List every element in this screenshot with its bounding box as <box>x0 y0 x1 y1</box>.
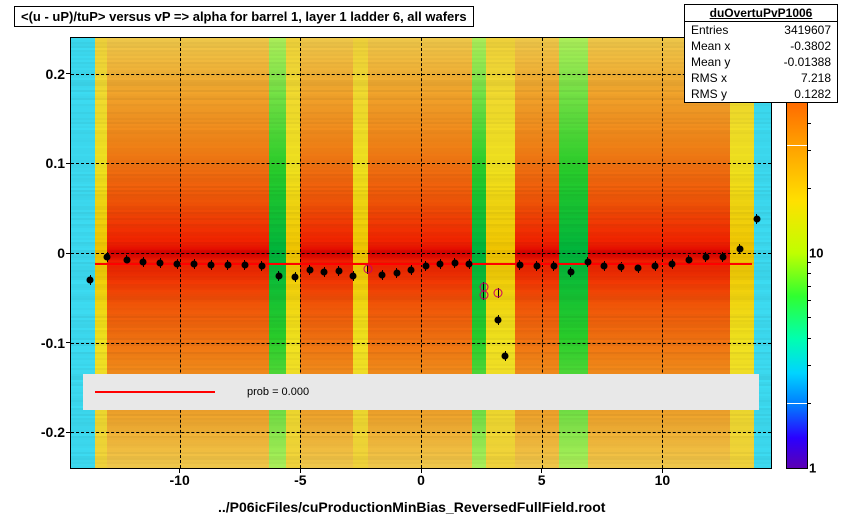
palette-minor-tick <box>807 317 811 318</box>
palette-minor-tick <box>807 273 811 274</box>
profile-point <box>601 262 608 269</box>
stats-name: duOvertuPvP1006 <box>685 5 837 22</box>
palette-segment <box>787 339 807 373</box>
palette-segment <box>787 201 807 253</box>
profile-point <box>292 274 299 281</box>
palette-minor-tick <box>807 188 811 189</box>
palette-minor-tick <box>807 150 811 151</box>
y-tick <box>66 73 71 74</box>
profile-point <box>618 264 625 271</box>
palette-segment <box>787 438 807 468</box>
palette-tick-label: 1 <box>809 461 816 476</box>
profile-point <box>191 260 198 267</box>
palette-segment <box>787 253 807 296</box>
profile-point <box>306 267 313 274</box>
profile-point <box>516 261 523 268</box>
profile-point <box>379 271 386 278</box>
x-tick <box>662 468 663 473</box>
y-tick-label: -0.2 <box>41 424 65 440</box>
profile-point <box>422 262 429 269</box>
palette-segment <box>787 296 807 339</box>
x-tick-label: -10 <box>169 472 189 488</box>
profile-point <box>87 276 94 283</box>
profile-point <box>123 257 130 264</box>
y-tick <box>66 163 71 164</box>
x-tick-label: 0 <box>417 472 425 488</box>
y-tick-label: 0 <box>57 245 65 261</box>
stats-box: duOvertuPvP1006 Entries3419607Mean x-0.3… <box>684 4 838 103</box>
profile-point <box>584 258 591 265</box>
profile-point <box>241 261 248 268</box>
profile-point <box>350 273 357 280</box>
x-tick-label: 10 <box>655 472 671 488</box>
profile-point <box>736 246 743 253</box>
profile-point <box>479 291 488 300</box>
profile-point <box>437 260 444 267</box>
stats-row: Mean x-0.3802 <box>685 38 837 54</box>
profile-point <box>104 254 111 261</box>
plot-area: -0.2-0.100.10.2-10-50510prob = 0.000 <box>70 37 772 469</box>
profile-point <box>275 273 282 280</box>
x-tick <box>300 468 301 473</box>
profile-point <box>494 289 503 298</box>
x-tick-label: 5 <box>538 472 546 488</box>
profile-point <box>408 267 415 274</box>
stats-row: RMS y0.1282 <box>685 86 837 102</box>
palette-minor-tick <box>807 338 811 339</box>
profile-point <box>224 261 231 268</box>
palette-minor-tick <box>807 123 811 124</box>
palette-segment <box>787 373 807 403</box>
y-tick-label: 0.1 <box>46 155 65 171</box>
palette-segment <box>787 404 807 438</box>
y-tick <box>66 432 71 433</box>
profile-point <box>157 259 164 266</box>
palette-minor-tick <box>807 262 811 263</box>
x-tick <box>541 468 542 473</box>
x-tick <box>179 468 180 473</box>
footer-path: ../P06icFiles/cuProductionMinBias_Revers… <box>218 499 605 515</box>
profile-point <box>208 261 215 268</box>
palette-minor-tick <box>807 365 811 366</box>
profile-point <box>652 262 659 269</box>
palette-minor-tick <box>807 300 811 301</box>
palette-tick-label: 10 <box>809 246 823 261</box>
profile-point <box>466 260 473 267</box>
profile-point <box>702 253 709 260</box>
y-tick-label: -0.1 <box>41 335 65 351</box>
plot-title: <(u - uP)/tuP> versus vP => alpha for ba… <box>14 6 474 27</box>
profile-point <box>635 265 642 272</box>
x-tick <box>421 468 422 473</box>
palette-minor-tick <box>807 286 811 287</box>
y-tick <box>66 342 71 343</box>
profile-point <box>321 268 328 275</box>
x-tick-label: -5 <box>294 472 306 488</box>
profile-point <box>451 259 458 266</box>
profile-point <box>567 268 574 275</box>
profile-point <box>719 254 726 261</box>
profile-point <box>140 258 147 265</box>
profile-point <box>495 317 502 324</box>
profile-point <box>669 260 676 267</box>
profile-point <box>685 257 692 264</box>
profile-point <box>363 265 372 274</box>
profile-point <box>502 353 509 360</box>
profile-point <box>393 269 400 276</box>
profile-point <box>258 262 265 269</box>
stats-row: RMS x7.218 <box>685 70 837 86</box>
palette-minor-tick <box>807 403 811 404</box>
profile-point <box>753 215 760 222</box>
profile-point <box>174 260 181 267</box>
legend: prob = 0.000 <box>83 374 759 410</box>
palette-segment <box>787 146 807 202</box>
profile-point <box>550 262 557 269</box>
legend-label: prob = 0.000 <box>247 386 309 398</box>
profile-point <box>335 267 342 274</box>
stats-row: Entries3419607 <box>685 22 837 38</box>
profile-point <box>533 262 540 269</box>
y-tick-label: 0.2 <box>46 66 65 82</box>
stats-row: Mean y-0.01388 <box>685 54 837 70</box>
legend-line <box>95 391 215 393</box>
y-tick <box>66 253 71 254</box>
